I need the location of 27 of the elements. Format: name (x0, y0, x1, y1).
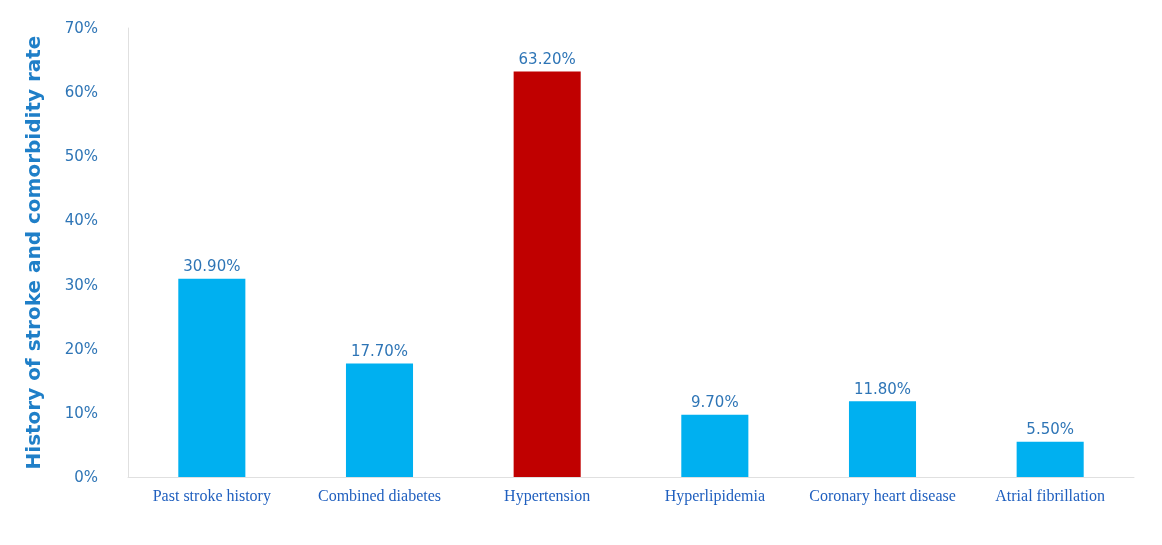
x-tick-label: Hypertension (504, 486, 591, 505)
bar (848, 401, 917, 477)
bar (178, 278, 246, 477)
y-tick-label: 20% (64, 339, 98, 358)
bar (1016, 441, 1084, 477)
bar (345, 363, 414, 477)
y-tick-label: 10% (64, 403, 98, 422)
data-label: 11.80% (853, 379, 912, 398)
data-label: 17.70% (350, 341, 409, 360)
bar (513, 71, 581, 477)
data-label: 63.20% (518, 50, 576, 69)
x-tick-label: Past stroke history (152, 486, 271, 505)
data-label: 5.50% (1026, 420, 1074, 439)
data-label: 30.90% (183, 257, 241, 276)
y-axis-title: History of stroke and comorbidity rate (21, 35, 45, 470)
y-tick-label: 50% (64, 147, 98, 166)
y-tick-label: 40% (64, 211, 98, 230)
y-tick-label: 60% (64, 83, 98, 102)
data-label: 9.70% (691, 393, 739, 412)
x-tick-label: Atrial fibrillation (995, 486, 1106, 504)
x-tick-label: Hyperlipidemia (664, 486, 766, 505)
bar (681, 414, 749, 477)
y-tick-label: 70% (64, 19, 98, 37)
y-tick-label: 0% (74, 468, 98, 486)
x-tick-label: Coronary heart disease (809, 486, 956, 505)
y-tick-label: 30% (64, 275, 98, 294)
x-tick-label: Combined diabetes (317, 486, 442, 504)
